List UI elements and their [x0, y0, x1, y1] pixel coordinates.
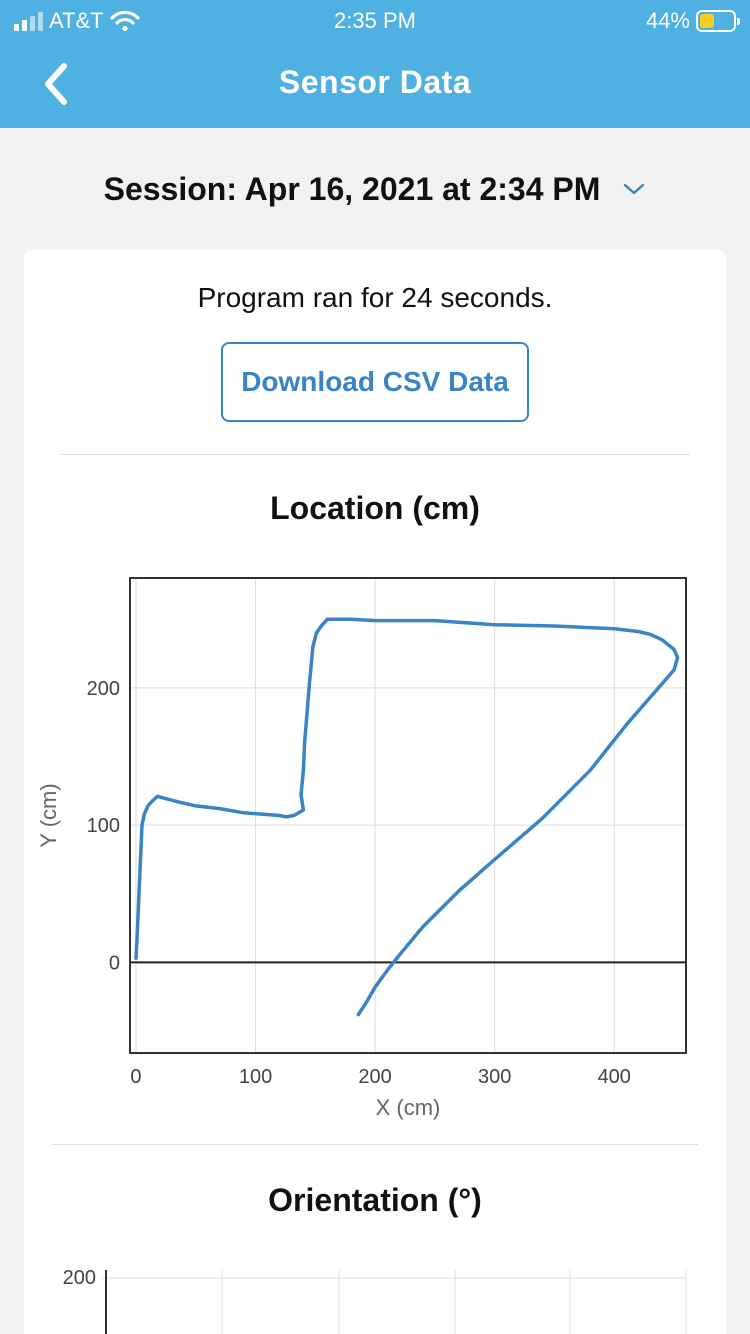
- status-bar: AT&T 2:35 PM 44%: [0, 0, 750, 42]
- y-tick-label: 200: [63, 1267, 96, 1289]
- orientation-chart: 200: [63, 1267, 687, 1334]
- chart-grid: [130, 578, 686, 1053]
- tick-labels: 0 100 200 300 400 0 100 200: [87, 678, 631, 1088]
- series-group: [134, 617, 680, 1017]
- download-csv-button[interactable]: Download CSV Data: [221, 342, 529, 422]
- wifi-icon: [109, 10, 140, 32]
- y-axis-label: Y (cm): [36, 783, 61, 847]
- runtime-text: Program ran for 24 seconds.: [197, 282, 553, 313]
- x-tick-label: 200: [358, 1066, 391, 1088]
- x-tick-label: 300: [478, 1066, 511, 1088]
- status-time: 2:35 PM: [334, 8, 416, 33]
- location-path-line: [134, 617, 680, 1017]
- signal-icon: [14, 11, 43, 31]
- carrier-label: AT&T: [49, 8, 104, 33]
- status-left: AT&T: [14, 8, 140, 34]
- battery-icon: [696, 10, 740, 32]
- y-tick-label: 100: [87, 815, 120, 837]
- page-title: Sensor Data: [278, 64, 472, 100]
- session-selector[interactable]: Session: Apr 16, 2021 at 2:34 PM: [0, 166, 750, 212]
- x-tick-label: 100: [239, 1066, 272, 1088]
- plot-frame: [129, 577, 687, 1054]
- battery-percent: 44%: [645, 8, 690, 33]
- battery-fill: [700, 14, 715, 28]
- y-tick-label: 0: [109, 952, 120, 974]
- session-label: Session: Apr 16, 2021 at 2:34 PM: [103, 170, 601, 207]
- y-tick-label: 200: [87, 678, 120, 700]
- status-right: 44%: [645, 8, 740, 34]
- chevron-left-icon: [45, 63, 67, 105]
- x-tick-label: 0: [130, 1066, 141, 1088]
- location-chart: 0 100 200 300 400 0 100 200 X (cm) Y (cm): [36, 577, 687, 1120]
- orientation-chart-title: Orientation (°): [268, 1182, 482, 1218]
- app-header: [0, 0, 750, 128]
- chevron-down-icon: [624, 183, 645, 195]
- x-axis-label: X (cm): [376, 1095, 441, 1120]
- divider: [60, 454, 690, 455]
- x-tick-label: 400: [598, 1066, 631, 1088]
- back-button[interactable]: [36, 60, 80, 108]
- divider: [52, 1144, 698, 1145]
- location-chart-title: Location (cm): [270, 490, 480, 526]
